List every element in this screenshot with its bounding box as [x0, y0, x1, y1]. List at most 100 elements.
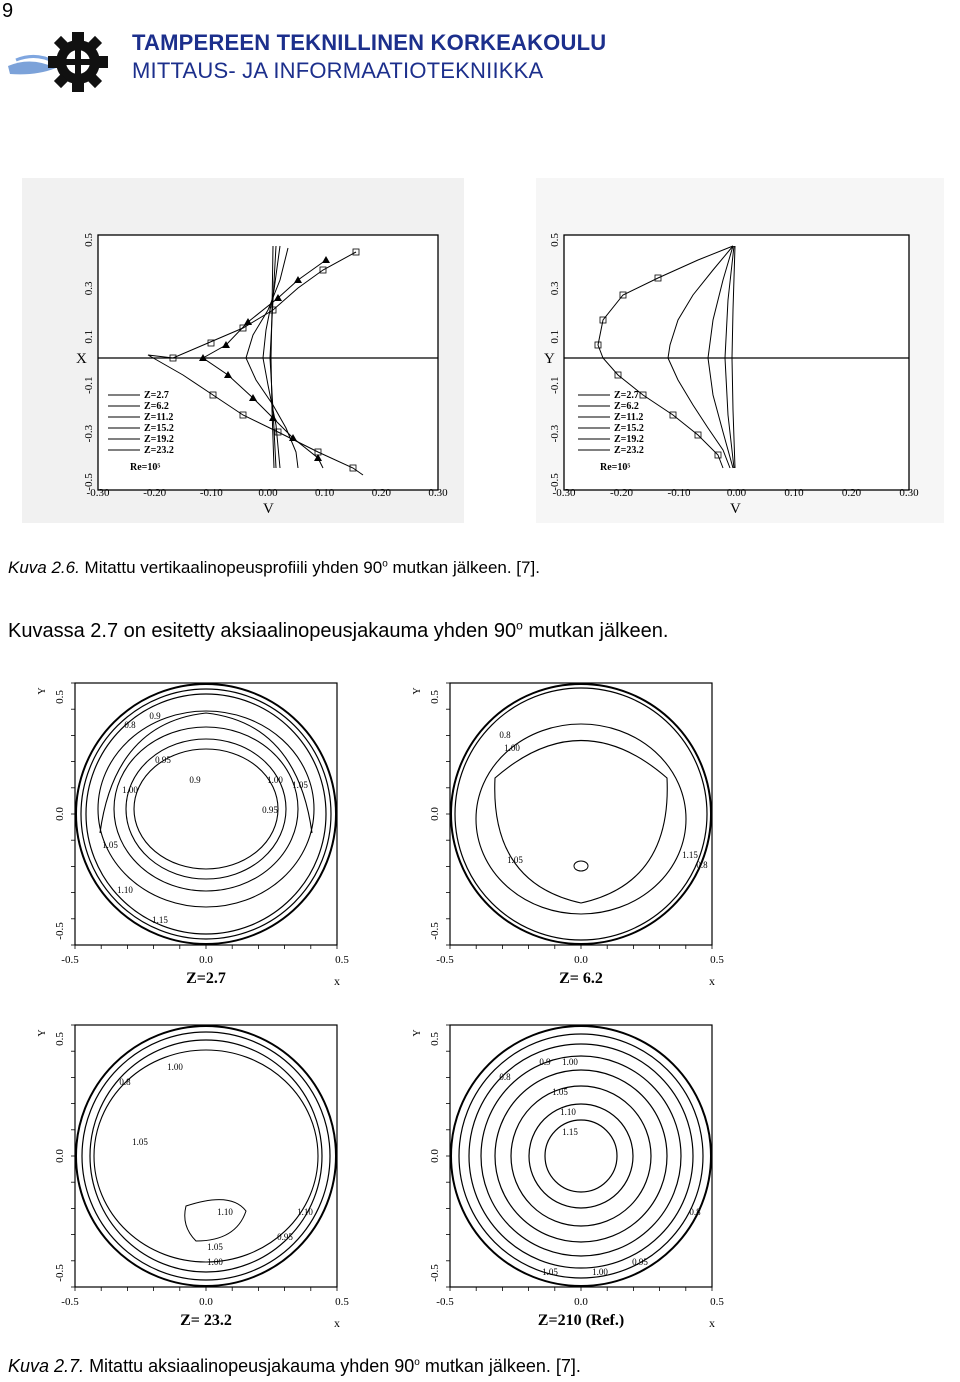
figure1-caption-sup: o	[382, 558, 388, 570]
left-xlabel: V	[263, 501, 274, 517]
contour-ring	[468, 1043, 694, 1269]
figure2-caption-pre: Mitattu aksiaalinopeusjakauma yhden 90	[84, 1356, 415, 1376]
x-axis-max: 0.5	[335, 954, 349, 966]
page-number: 9	[2, 0, 14, 22]
x-axis-min: -0.5	[436, 954, 454, 966]
x-tick-label: -0.30	[87, 487, 110, 499]
figure1-caption-label: Kuva 2.6.	[8, 558, 80, 577]
figure2-caption: Kuva 2.7. Mitattu aksiaalinopeusjakauma …	[8, 1356, 581, 1377]
profile-plot-left: X V 0.5 0.3 0.1 -0.1 -0.3 -0.5 -0.30 -0.20 -0.1…	[76, 233, 448, 517]
figure2-caption-sup: o	[414, 1357, 420, 1368]
contour-line	[99, 712, 313, 834]
y-axis-max: 0.5	[54, 1032, 66, 1046]
contour-label: 1.00	[592, 1267, 608, 1277]
contour-panel: 0.5 0.0 -0.5 Y -0.5 0.0 0.5 x Z=210 (Ref.) 0.8 0.9…	[412, 1024, 724, 1330]
contour-label: 1.05	[292, 780, 308, 790]
y-tick-label: -0.5	[549, 473, 561, 491]
contour-label: 1.15	[562, 1127, 578, 1137]
x-axis-mid: 0.0	[574, 954, 588, 966]
contour-panel: 0.5 0.0 -0.5 Y -0.5 0.0 0.5 x Z=2.7 0.8 0.9 0.95 0.9…	[37, 682, 349, 988]
y-tick-label: -0.1	[549, 376, 561, 393]
legend-entry: Re=10⁵	[600, 462, 630, 473]
legend-entry: Z=11.2	[614, 412, 643, 423]
x-tick-label: -0.10	[668, 487, 691, 499]
y-tick-label: -0.3	[83, 424, 95, 442]
body-sup: o	[516, 618, 523, 633]
contour-line	[475, 723, 687, 915]
panel-title: Z= 23.2	[180, 1312, 232, 1329]
y-axis-min: -0.5	[429, 1264, 441, 1282]
x-axis-min: -0.5	[436, 1296, 454, 1308]
x-tick-label: 0.30	[428, 487, 448, 499]
contour-ring	[75, 1025, 337, 1287]
contour-ring	[81, 1031, 331, 1281]
x-tick-label: -0.20	[143, 487, 166, 499]
y-axis-max: 0.5	[429, 690, 441, 704]
contour-ring	[450, 683, 712, 945]
legend-entry: Z=6.2	[144, 401, 169, 412]
body-pre: Kuvassa 2.7 on esitetty aksiaalinopeusja…	[8, 620, 517, 642]
y-axis-mid: 0.0	[54, 1149, 66, 1163]
y-tick-label: -0.5	[83, 473, 95, 491]
y-tick-label: 0.1	[83, 330, 95, 344]
contour-line	[97, 710, 315, 908]
x-tick-label: 0.00	[258, 487, 278, 499]
contour-label: 1.05	[207, 1242, 223, 1252]
x-axis-max: 0.5	[710, 1296, 724, 1308]
contour-ring	[80, 688, 332, 940]
contour-label: 1.10	[297, 1207, 313, 1217]
contour-label: 0.8	[499, 730, 511, 740]
contour-label: 0.8	[124, 720, 136, 730]
contour-label: 1.00	[504, 743, 520, 753]
y-tick-label: 0.5	[549, 233, 561, 247]
x-axis-title: x	[334, 1316, 340, 1330]
legend-entry: Z=15.2	[614, 423, 644, 434]
university-logo	[8, 32, 108, 92]
contour-ring	[85, 693, 327, 935]
body-post: mutkan jälkeen.	[522, 620, 669, 642]
contour-ring	[450, 1025, 712, 1287]
x-tick-label: 0.00	[727, 487, 747, 499]
figure2-caption-post: mutkan jälkeen. [7].	[419, 1356, 581, 1376]
university-name: TAMPEREEN TEKNILLINEN KORKEAKOULU	[132, 30, 607, 55]
contour-panel: 0.5 0.0 -0.5 Y -0.5 0.0 0.5 x Z= 6.2 0.8 1.00 1.05 1…	[412, 682, 724, 988]
contour-label: 1.10	[117, 885, 133, 895]
figure2-caption-label: Kuva 2.7.	[8, 1356, 85, 1376]
legend-entry: Z=23.2	[614, 445, 644, 456]
legend-entry: Z=11.2	[144, 412, 173, 423]
x-tick-label: -0.30	[553, 487, 576, 499]
legend-entry: Z=19.2	[614, 434, 644, 445]
y-tick-label: 0.1	[549, 330, 561, 344]
y-axis-mid: 0.0	[429, 1149, 441, 1163]
contour-label: 1.15	[682, 850, 698, 860]
contour-label: 1.00	[267, 775, 283, 785]
contour-ring	[458, 1033, 704, 1279]
contour-ring	[544, 1119, 618, 1193]
contour-label: 0.8	[119, 1077, 131, 1087]
panel-title: Z=210 (Ref.)	[538, 1312, 624, 1329]
x-tick-label: 0.20	[372, 487, 392, 499]
y-axis-title: Y	[37, 1029, 48, 1036]
x-axis-title: x	[334, 974, 340, 988]
contour-label: 1.10	[217, 1207, 233, 1217]
contour-label: 0.9	[189, 775, 201, 785]
y-tick-label: -0.1	[83, 376, 95, 393]
contour-label: 0.95	[277, 1232, 293, 1242]
contour-label: 1.05	[552, 1087, 568, 1097]
x-tick-label: 0.10	[315, 487, 335, 499]
y-tick-label: -0.3	[549, 424, 561, 442]
figure1-caption-post: mutkan jälkeen. [7].	[387, 558, 540, 577]
contour-line	[93, 1049, 319, 1263]
figure1-caption-pre: Mitattu vertikaalinopeusprofiili yhden 9…	[79, 558, 383, 577]
contour-ring	[480, 1055, 682, 1257]
contour-label: 0.9	[539, 1057, 551, 1067]
contour-label: 1.05	[132, 1137, 148, 1147]
y-axis-max: 0.5	[429, 1032, 441, 1046]
figure1-caption: Kuva 2.6. Mitattu vertikaalinopeusprofii…	[8, 558, 540, 578]
contour-label: 0.8	[696, 860, 708, 870]
legend-entry: Z=6.2	[614, 401, 639, 412]
x-tick-label: 0.30	[899, 487, 919, 499]
contour-label: 1.00	[167, 1062, 183, 1072]
x-axis-title: x	[709, 1316, 715, 1330]
contour-label: 1.15	[152, 915, 168, 925]
